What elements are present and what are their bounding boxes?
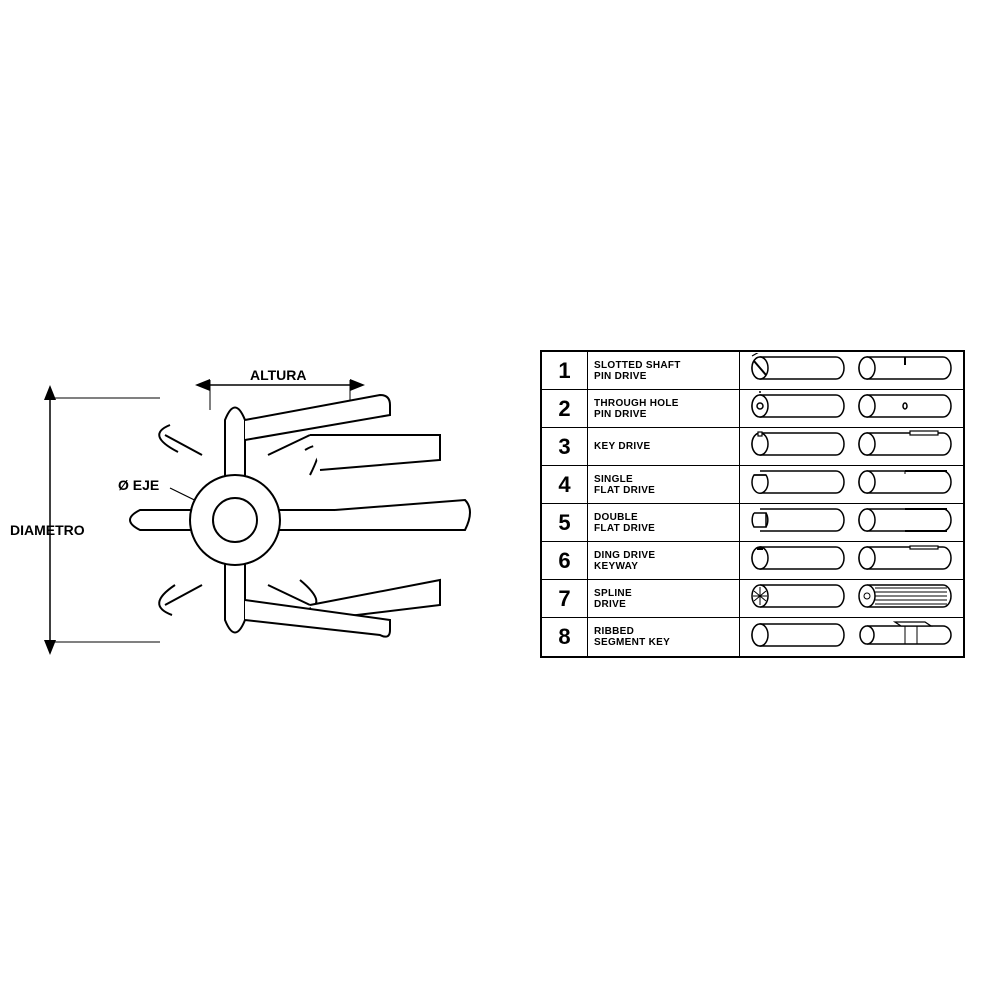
slotted-side-icon	[855, 353, 955, 388]
table-row: 3KEY DRIVE	[542, 428, 963, 466]
throughhole-end-icon	[748, 391, 848, 426]
table-row: 4SINGLE FLAT DRIVE	[542, 466, 963, 504]
altura-label: ALTURA	[250, 367, 307, 383]
spline-side-icon	[855, 581, 955, 616]
row-icons	[740, 618, 963, 656]
row-label: DING DRIVE KEYWAY	[588, 542, 740, 579]
row-label: SLOTTED SHAFT PIN DRIVE	[588, 352, 740, 389]
diagram-container: DIAMETRO ALTURA Ø EJE	[0, 0, 1000, 1000]
row-number: 1	[542, 352, 588, 389]
row-label: SINGLE FLAT DRIVE	[588, 466, 740, 503]
row-number: 7	[542, 580, 588, 617]
table-row: 7SPLINE DRIVE	[542, 580, 963, 618]
eje-label: Ø EJE	[118, 477, 159, 493]
table-row: 8RIBBED SEGMENT KEY	[542, 618, 963, 656]
drive-type-table: 1SLOTTED SHAFT PIN DRIVE 2THROUGH HOLE P…	[540, 350, 965, 658]
row-number: 3	[542, 428, 588, 465]
doubleflat-end-icon	[748, 505, 848, 540]
impeller-body-icon	[130, 395, 470, 637]
key-end-icon	[748, 429, 848, 464]
row-icons	[740, 352, 963, 389]
ribbed-end-icon	[748, 620, 848, 655]
row-label: SPLINE DRIVE	[588, 580, 740, 617]
singleflat-side-icon	[855, 467, 955, 502]
table-row: 1SLOTTED SHAFT PIN DRIVE	[542, 352, 963, 390]
row-icons	[740, 428, 963, 465]
row-icons	[740, 580, 963, 617]
row-label: DOUBLE FLAT DRIVE	[588, 504, 740, 541]
row-label: THROUGH HOLE PIN DRIVE	[588, 390, 740, 427]
row-icons	[740, 504, 963, 541]
row-number: 5	[542, 504, 588, 541]
row-label: RIBBED SEGMENT KEY	[588, 618, 740, 656]
table-row: 2THROUGH HOLE PIN DRIVE	[542, 390, 963, 428]
impeller-diagram: DIAMETRO ALTURA Ø EJE	[10, 340, 490, 680]
doubleflat-side-icon	[855, 505, 955, 540]
impeller-svg: DIAMETRO ALTURA Ø EJE	[10, 340, 490, 680]
row-number: 8	[542, 618, 588, 656]
table-row: 6DING DRIVE KEYWAY	[542, 542, 963, 580]
table-row: 5DOUBLE FLAT DRIVE	[542, 504, 963, 542]
throughhole-side-icon	[855, 391, 955, 426]
ding-side-icon	[855, 543, 955, 578]
row-icons	[740, 390, 963, 427]
slotted-end-icon	[748, 353, 848, 388]
singleflat-end-icon	[748, 467, 848, 502]
ding-end-icon	[748, 543, 848, 578]
row-number: 2	[542, 390, 588, 427]
row-number: 4	[542, 466, 588, 503]
spline-end-icon	[748, 581, 848, 616]
row-number: 6	[542, 542, 588, 579]
diametro-label: DIAMETRO	[10, 522, 85, 538]
row-icons	[740, 466, 963, 503]
row-icons	[740, 542, 963, 579]
key-side-icon	[855, 429, 955, 464]
ribbed-side-icon	[855, 620, 955, 655]
row-label: KEY DRIVE	[588, 428, 740, 465]
